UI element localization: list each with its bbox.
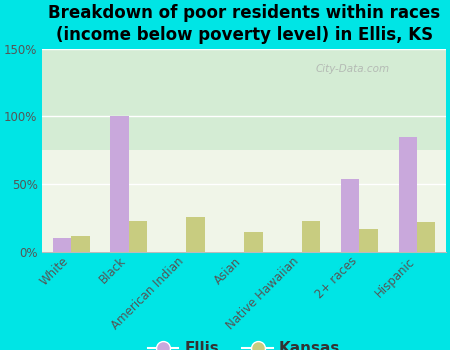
Bar xyxy=(53,238,71,252)
Bar xyxy=(302,221,320,252)
Bar xyxy=(244,232,262,252)
Bar xyxy=(417,222,436,252)
Bar xyxy=(129,221,147,252)
Bar xyxy=(341,179,360,252)
Bar xyxy=(71,236,90,252)
Bar xyxy=(399,137,417,252)
Legend: Ellis, Kansas: Ellis, Kansas xyxy=(142,335,346,350)
Text: City-Data.com: City-Data.com xyxy=(316,64,390,74)
Bar xyxy=(186,217,205,252)
Bar xyxy=(360,229,378,252)
Title: Breakdown of poor residents within races
(income below poverty level) in Ellis, : Breakdown of poor residents within races… xyxy=(48,4,440,44)
Bar xyxy=(110,117,129,252)
